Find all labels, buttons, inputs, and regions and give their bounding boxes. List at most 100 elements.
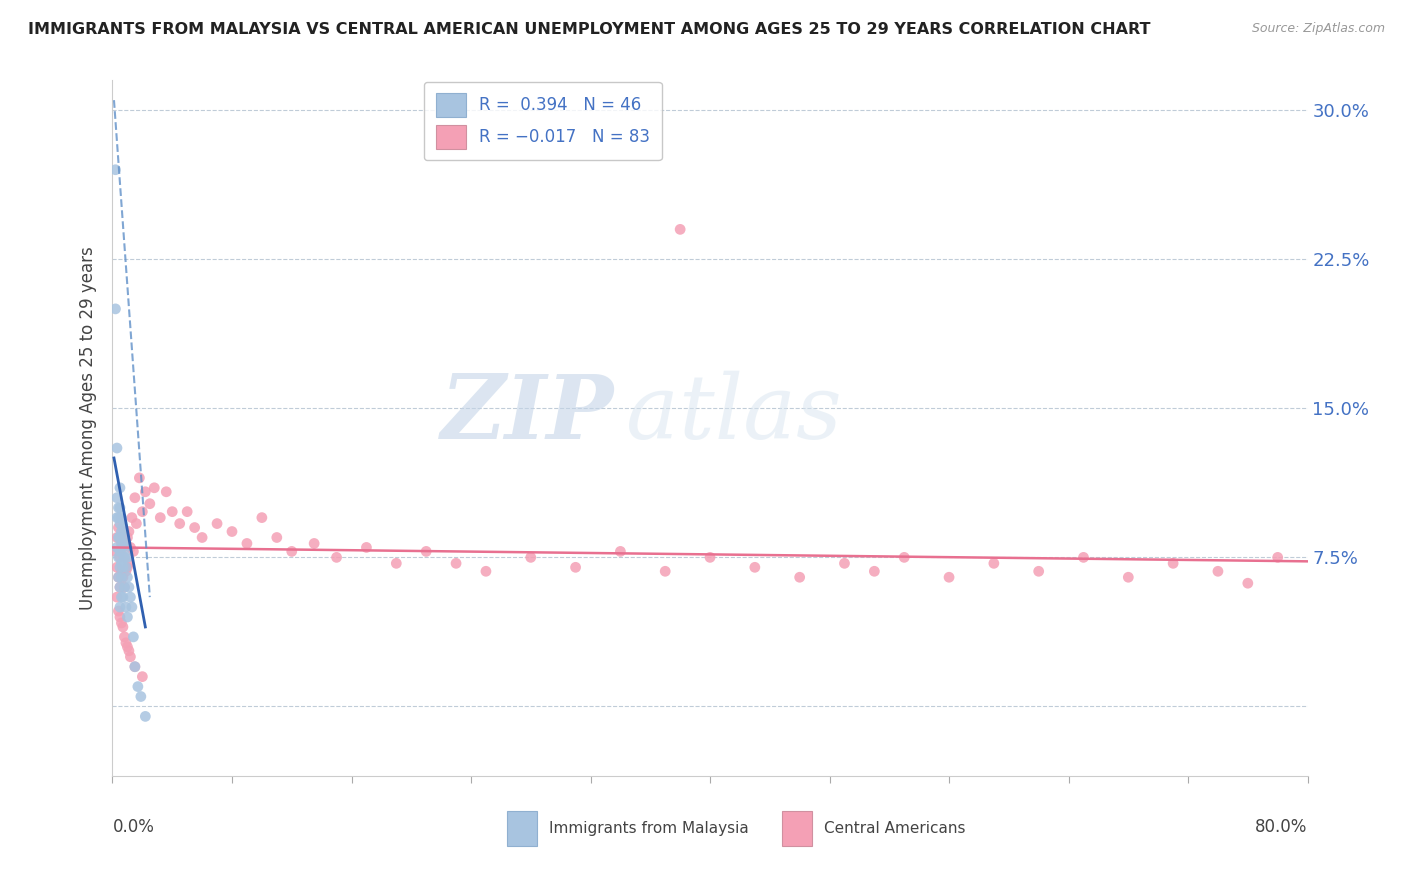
Point [121,600,143,615]
Point [110,510,132,524]
Point [107,510,129,524]
Text: 80.0%: 80.0% [1256,818,1308,836]
Point [221,524,243,539]
Point [115,560,138,574]
Point [108,500,131,515]
Point [1161,557,1184,571]
Point [107,520,129,534]
Point [115,564,138,578]
Point [115,541,138,555]
Point [120,590,142,604]
Point [385,557,408,571]
Point [118,524,141,539]
Point [108,580,131,594]
Point [114,531,135,545]
Point [110,590,132,604]
Point [117,531,139,545]
Point [1028,564,1050,578]
Point [149,510,172,524]
Point [893,550,915,565]
Point [110,557,132,571]
Text: Immigrants from Malaysia: Immigrants from Malaysia [548,821,748,836]
Point [121,510,143,524]
Point [191,531,214,545]
Legend: R =  0.394   N = 46, R = −0.017   N = 83: R = 0.394 N = 46, R = −0.017 N = 83 [423,82,662,161]
Point [266,531,288,545]
Point [108,610,131,624]
Text: Source: ZipAtlas.com: Source: ZipAtlas.com [1251,22,1385,36]
Point [205,516,228,531]
Point [114,580,135,594]
Point [114,550,135,565]
Point [120,541,142,555]
Point [105,590,128,604]
Point [111,520,134,534]
Point [128,471,150,485]
Text: 0.0%: 0.0% [112,818,155,836]
Point [744,560,766,574]
Point [114,630,135,644]
Point [111,541,134,555]
Point [143,481,166,495]
Point [117,560,139,574]
Point [115,536,138,550]
Point [111,560,134,574]
Point [124,659,146,673]
Point [108,550,131,565]
Point [699,550,721,565]
Point [108,544,131,558]
Point [155,484,177,499]
Point [110,524,132,539]
Point [114,580,135,594]
Text: atlas: atlas [627,371,842,458]
Point [117,610,139,624]
Point [124,659,146,673]
Point [356,541,378,555]
Point [118,557,141,571]
Point [250,510,273,524]
Point [107,531,129,545]
Point [105,560,128,574]
Point [117,570,139,584]
Point [115,600,138,615]
Point [111,570,134,584]
Point [938,570,960,584]
Point [114,524,135,539]
Point [169,516,191,531]
Point [107,604,129,618]
Point [415,544,437,558]
Point [654,564,676,578]
Point [131,505,153,519]
Point [118,644,141,658]
Point [118,580,141,594]
Point [564,560,586,574]
Point [302,536,325,550]
Point [183,520,205,534]
Point [122,544,145,558]
Point [105,441,128,455]
Point [139,497,162,511]
Point [110,564,132,578]
Point [789,570,811,584]
Point [117,640,139,654]
Point [108,580,131,594]
Point [117,550,139,565]
Point [162,505,183,519]
Point [108,531,131,545]
Point [108,531,131,545]
Point [110,615,132,630]
Point [110,570,132,584]
Point [114,550,135,565]
Point [104,162,127,177]
Point [129,690,152,704]
Text: Central Americans: Central Americans [824,821,965,836]
Point [1267,550,1289,565]
Point [105,541,128,555]
Point [1073,550,1095,565]
Point [1118,570,1140,584]
Point [107,550,129,565]
Point [105,531,128,545]
Point [111,590,134,604]
Point [127,680,149,694]
Point [520,550,543,565]
